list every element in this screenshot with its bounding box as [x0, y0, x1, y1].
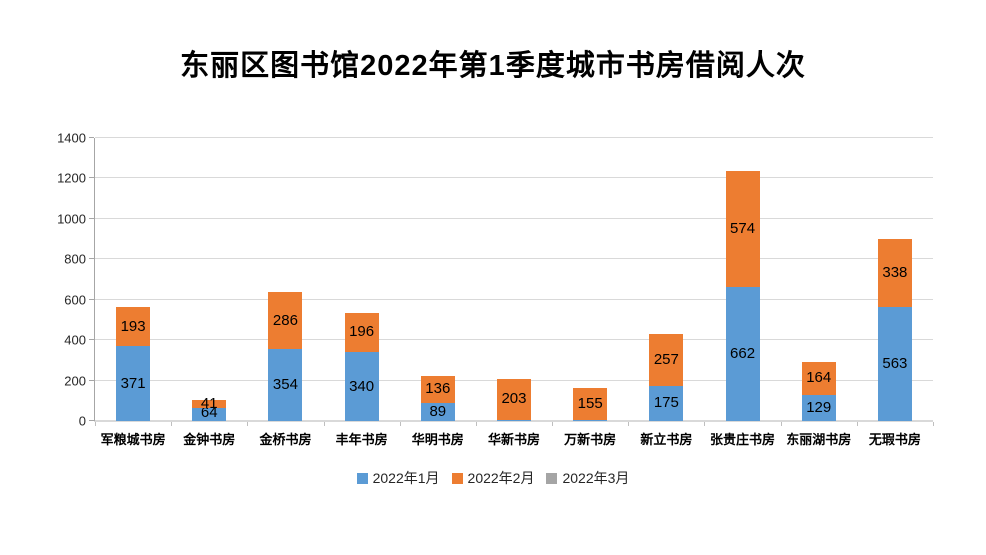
y-axis-tick — [89, 137, 94, 138]
y-axis-tick-label: 0 — [78, 413, 86, 429]
bar-segment[interactable] — [801, 394, 836, 421]
x-axis-tick — [933, 422, 934, 426]
bar-segment[interactable] — [268, 349, 303, 421]
bar-segment[interactable] — [344, 312, 379, 353]
legend-swatch-icon — [546, 472, 558, 484]
y-axis-tick-label: 1400 — [57, 130, 86, 146]
x-axis-label: 金桥书房 — [259, 432, 312, 447]
bar-segment[interactable] — [420, 403, 455, 421]
x-axis-label: 张贵庄书房 — [710, 432, 776, 447]
bar-segment[interactable] — [877, 307, 912, 421]
y-axis-line — [94, 138, 95, 421]
legend-swatch-icon — [356, 472, 368, 484]
x-axis-tick — [475, 422, 477, 426]
x-axis-line — [94, 421, 933, 422]
bar-segment[interactable] — [573, 419, 608, 421]
bar-segment[interactable] — [344, 352, 379, 421]
plot-area: 0 200 400 600 800 1000 1200 1400 371 193 64 41 354 2… — [57, 131, 934, 447]
y-axis-tick-label: 400 — [64, 332, 86, 348]
y-axis-tick — [89, 298, 94, 300]
legend-item[interactable]: 2022年2月 — [451, 468, 535, 488]
x-axis-label: 万新书房 — [564, 432, 617, 447]
gridline — [95, 177, 933, 179]
bar-segment[interactable] — [649, 385, 684, 421]
y-axis-tick — [89, 379, 94, 381]
bar-segment[interactable] — [420, 375, 455, 404]
legend-label: 2022年3月 — [562, 470, 630, 486]
legend-item[interactable]: 2022年3月 — [546, 468, 629, 488]
x-axis-label: 金钟书房 — [183, 432, 236, 447]
legend-label: 2022年1月 — [372, 470, 440, 486]
bar-segment[interactable] — [801, 361, 836, 395]
gridline — [95, 137, 933, 138]
x-axis-tick — [95, 422, 96, 426]
bar-segment[interactable] — [725, 287, 760, 421]
bar-segment[interactable] — [725, 171, 760, 288]
legend-swatch-icon — [451, 472, 463, 484]
x-axis-tick — [399, 422, 401, 426]
y-axis-tick-label: 1200 — [57, 170, 86, 186]
x-axis-label: 华明书房 — [411, 432, 464, 447]
y-axis-tick — [89, 258, 94, 260]
x-axis-label: 无瑕书房 — [868, 432, 921, 447]
bar-segment[interactable] — [192, 408, 227, 421]
x-axis-tick — [247, 422, 249, 426]
gridline — [95, 339, 933, 341]
y-axis-tick-label: 600 — [64, 292, 86, 308]
bar-segment[interactable] — [649, 333, 684, 386]
bar-segment[interactable] — [116, 346, 151, 421]
x-axis-label: 东丽湖书房 — [786, 432, 852, 447]
x-axis-label: 华新书房 — [487, 432, 540, 447]
x-axis-tick — [171, 422, 173, 426]
legend-label: 2022年2月 — [467, 470, 535, 486]
y-axis-tick — [89, 217, 94, 219]
chart-title: 东丽区图书馆2022年第1季度城市书房借阅人次 — [180, 50, 806, 82]
legend: 2022年1月 2022年2月 2022年3月 — [0, 468, 986, 488]
gridline — [95, 258, 933, 260]
bar-segment[interactable] — [497, 419, 531, 421]
x-axis-tick — [323, 422, 325, 426]
legend-item[interactable]: 2022年1月 — [356, 468, 440, 488]
x-axis-tick — [552, 422, 554, 426]
bar-segment[interactable] — [268, 291, 303, 350]
x-axis-tick — [704, 422, 706, 426]
bar-segment[interactable] — [192, 399, 227, 409]
gridline — [95, 298, 933, 300]
x-axis-label: 新立书房 — [640, 432, 693, 447]
bar-segment[interactable] — [116, 307, 151, 347]
y-axis-tick — [89, 339, 94, 341]
y-axis-tick-label: 1000 — [57, 211, 86, 227]
x-axis-tick — [628, 422, 630, 426]
x-axis-tick — [856, 422, 858, 426]
x-axis-label: 军粮城书房 — [100, 432, 166, 447]
y-axis-tick — [89, 177, 94, 179]
bar-segment[interactable] — [573, 388, 608, 420]
y-axis-tick — [89, 420, 94, 421]
x-axis-tick — [780, 422, 782, 426]
bar-segment[interactable] — [497, 378, 531, 420]
gridline — [95, 217, 933, 219]
y-axis-tick-label: 200 — [64, 373, 86, 389]
x-axis-label: 丰年书房 — [335, 432, 388, 447]
y-axis-tick-label: 800 — [64, 251, 86, 267]
bar-segment[interactable] — [877, 238, 912, 308]
